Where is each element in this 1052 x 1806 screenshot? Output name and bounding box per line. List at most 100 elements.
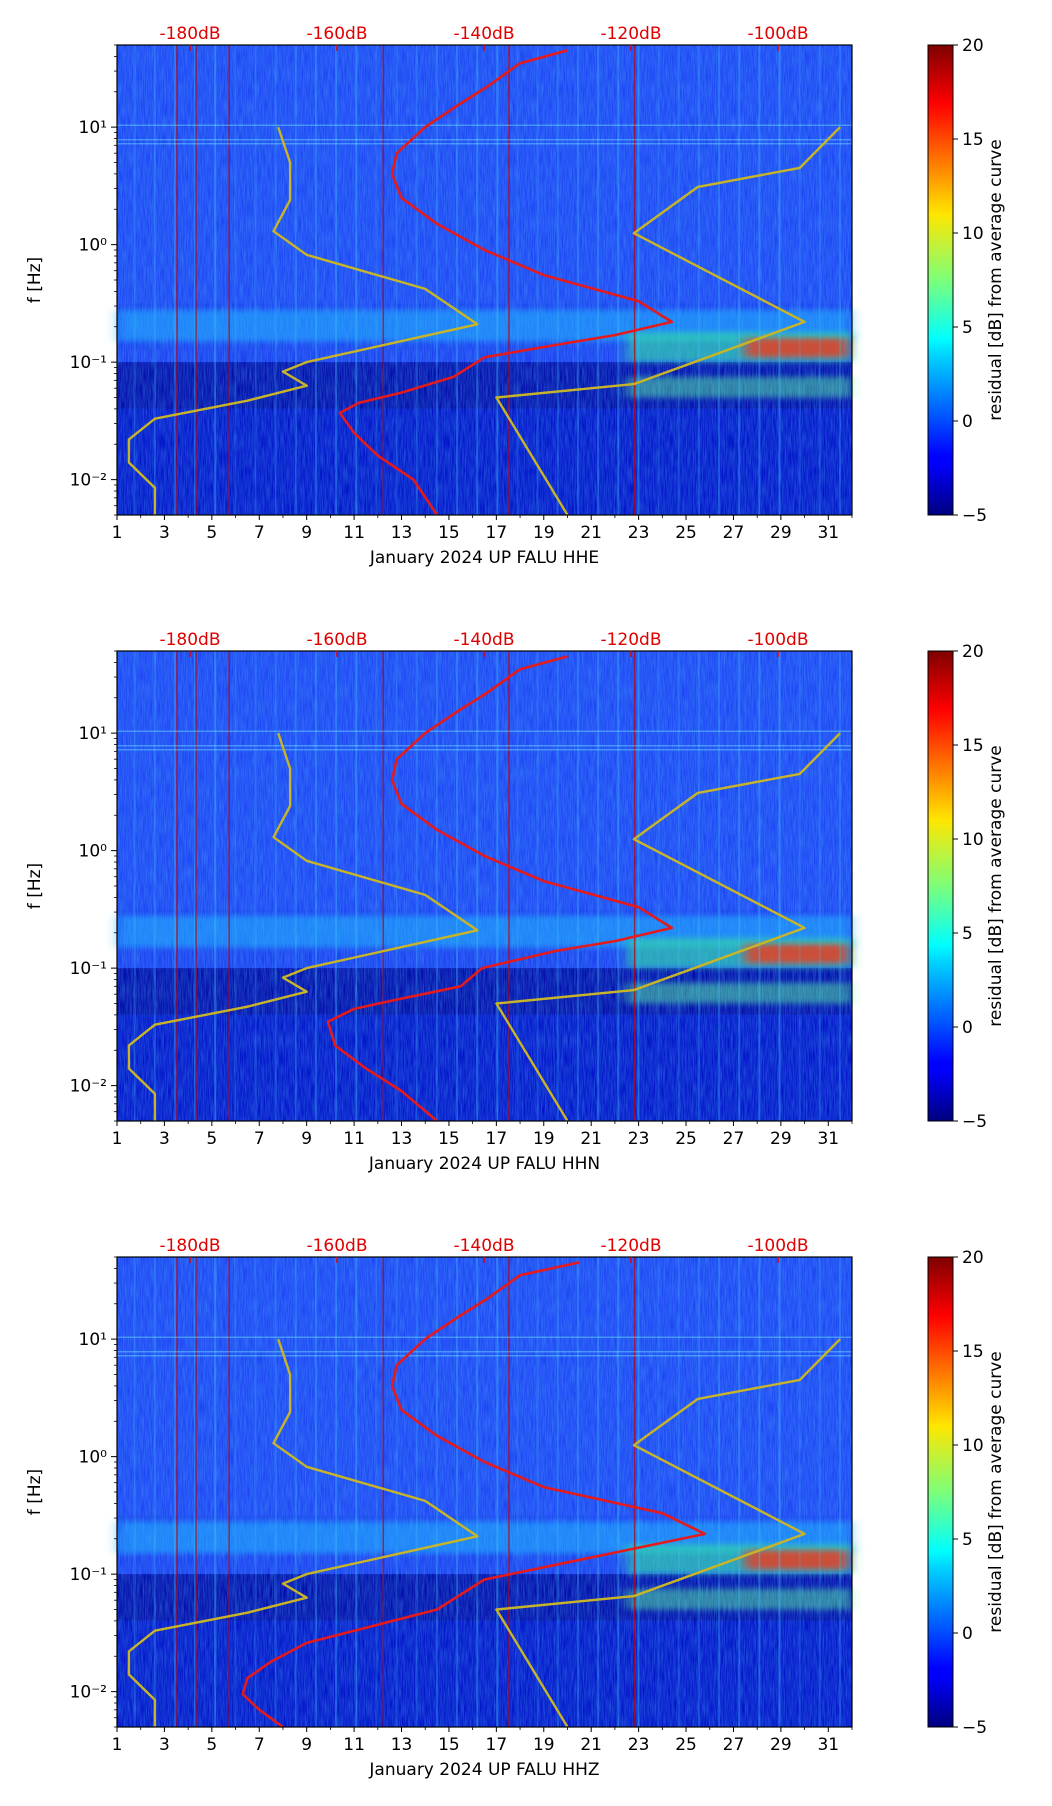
y-tick-label: 10⁰: [79, 1448, 108, 1468]
db-scale-label: -180dB: [159, 1236, 220, 1256]
x-tick-label: 3: [159, 1735, 170, 1755]
x-tick-label: 31: [817, 1129, 839, 1149]
y-tick-label: 10⁻²: [70, 471, 107, 491]
db-scale-label: -100dB: [747, 24, 808, 44]
db-scale-label: -140dB: [453, 630, 514, 650]
y-tick-label: 10⁰: [79, 842, 108, 862]
x-tick-label: 5: [206, 1129, 217, 1149]
db-scale-label: -140dB: [453, 1236, 514, 1256]
db-scale-label: -100dB: [747, 1236, 808, 1256]
heatmap-image: [117, 1257, 852, 1727]
colorbar-tick-label: 5: [962, 318, 973, 338]
x-tick-label: 9: [301, 1129, 312, 1149]
noise-model-curve-1: [127, 732, 479, 1121]
heatmap-image: [117, 651, 852, 1121]
db-scale-label: -160dB: [306, 1236, 367, 1256]
heatmap-image: [117, 45, 852, 515]
colorbar-tick-label: 0: [962, 1624, 973, 1644]
x-tick-label: 19: [533, 1735, 555, 1755]
x-axis-label: January 2024 UP FALU HHZ: [368, 1760, 599, 1780]
colorbar-tick-label: 0: [962, 412, 973, 432]
average-psd-curve: [241, 1261, 707, 1729]
noise-model-curve-2: [495, 732, 841, 1122]
colorbar-tick-label: 5: [962, 1530, 973, 1550]
colorbar-label: residual [dB] from average curve: [986, 745, 1006, 1026]
colorbar-tick-label: −5: [962, 1112, 987, 1132]
x-tick-label: 21: [580, 1129, 602, 1149]
x-tick-label: 23: [628, 1129, 650, 1149]
x-tick-label: 15: [438, 523, 460, 543]
y-tick-label: 10⁻²: [70, 1077, 107, 1097]
y-tick-label: 10¹: [79, 724, 107, 744]
x-tick-label: 13: [391, 523, 413, 543]
x-tick-label: 25: [675, 1129, 697, 1149]
x-tick-label: 3: [159, 523, 170, 543]
db-scale-label: -120dB: [600, 24, 661, 44]
colorbar-tick-label: −5: [962, 1718, 987, 1738]
x-tick-label: 17: [486, 1129, 508, 1149]
x-tick-label: 25: [675, 1735, 697, 1755]
x-tick-label: 15: [438, 1735, 460, 1755]
x-tick-label: 7: [254, 1129, 265, 1149]
colorbar: 20 15 10 5 0 −5 residual [dB] from average cur…: [927, 36, 1006, 526]
y-tick-label: 10⁻¹: [70, 1565, 107, 1585]
db-scale-label: -160dB: [306, 24, 367, 44]
average-psd-curve: [338, 49, 674, 516]
colorbar-tick-label: 20: [962, 1248, 984, 1268]
colorbar-tick-label: 10: [962, 830, 984, 850]
colorbar-tick-label: 10: [962, 1436, 984, 1456]
x-tick-label: 11: [343, 523, 365, 543]
y-tick-label: 10⁻²: [70, 1683, 107, 1703]
colorbar-label: residual [dB] from average curve: [986, 1351, 1006, 1632]
x-tick-label: 23: [628, 523, 650, 543]
x-tick-label: 1: [112, 1735, 123, 1755]
average-psd-curve: [326, 655, 674, 1122]
colorbar-label: residual [dB] from average curve: [986, 139, 1006, 420]
colorbar-tick-label: 10: [962, 224, 984, 244]
x-axis-label: January 2024 UP FALU HHN: [368, 1154, 600, 1174]
noise-model-curve-2: [495, 1338, 841, 1728]
x-tick-label: 9: [301, 523, 312, 543]
y-axis-label: f [Hz]: [25, 863, 45, 909]
y-tick-label: 10⁰: [79, 236, 108, 256]
noise-model-curve-1: [127, 126, 479, 515]
y-tick-label: 10¹: [79, 1330, 107, 1350]
x-tick-label: 23: [628, 1735, 650, 1755]
db-scale-label: -180dB: [159, 630, 220, 650]
x-tick-label: 29: [770, 523, 792, 543]
x-tick-label: 11: [343, 1129, 365, 1149]
x-tick-label: 13: [391, 1129, 413, 1149]
noise-model-curve-2: [495, 126, 841, 516]
x-tick-label: 21: [580, 523, 602, 543]
noise-model-curve-1: [127, 1338, 479, 1727]
db-scale-label: -140dB: [453, 24, 514, 44]
x-tick-label: 3: [159, 1129, 170, 1149]
x-tick-label: 11: [343, 1735, 365, 1755]
y-axis-label: f [Hz]: [25, 257, 45, 303]
x-tick-label: 5: [206, 523, 217, 543]
colorbar-tick-label: 15: [962, 1342, 984, 1362]
x-tick-label: 7: [254, 523, 265, 543]
colorbar-tick-label: −5: [962, 506, 987, 526]
x-tick-label: 1: [112, 523, 123, 543]
x-axis-label: January 2024 UP FALU HHE: [369, 548, 599, 568]
x-tick-label: 13: [391, 1735, 413, 1755]
colorbar-tick-label: 15: [962, 130, 984, 150]
colorbar-tick-label: 20: [962, 642, 984, 662]
x-tick-label: 19: [533, 523, 555, 543]
spectrogram-panel-2: 1 3 5 7 9 11 13 15 17 19 21 23 25 27 29 3110⁻²10⁻¹10⁰10…: [25, 630, 1006, 1174]
y-tick-label: 10⁻¹: [70, 959, 107, 979]
colorbar-tick-label: 0: [962, 1018, 973, 1038]
x-tick-label: 7: [254, 1735, 265, 1755]
db-scale-label: -100dB: [747, 630, 808, 650]
x-tick-label: 29: [770, 1129, 792, 1149]
x-tick-label: 9: [301, 1735, 312, 1755]
x-tick-label: 19: [533, 1129, 555, 1149]
x-tick-label: 21: [580, 1735, 602, 1755]
x-tick-label: 17: [486, 523, 508, 543]
x-tick-label: 27: [723, 1129, 745, 1149]
colorbar-tick-label: 15: [962, 736, 984, 756]
y-tick-label: 10⁻¹: [70, 353, 107, 373]
db-scale-label: -120dB: [600, 630, 661, 650]
